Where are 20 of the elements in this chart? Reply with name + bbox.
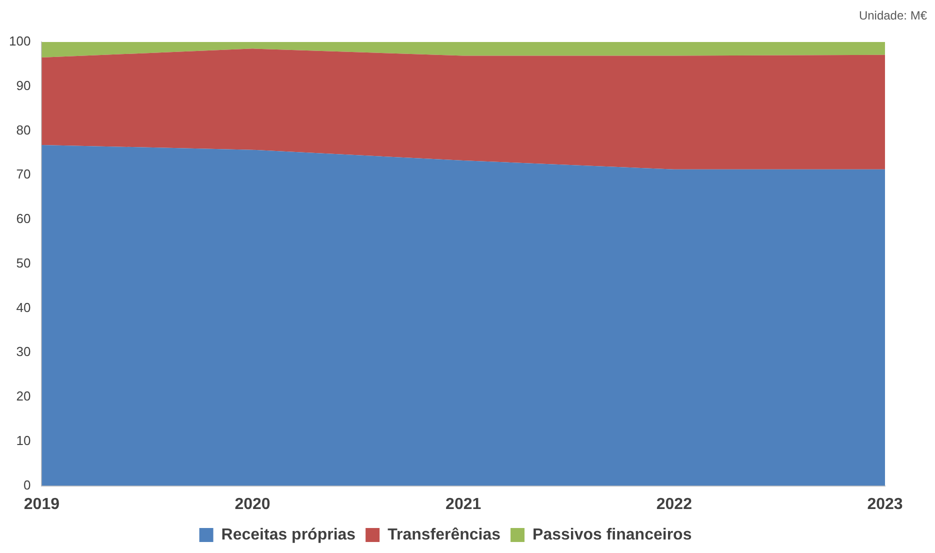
y-tick-label: 30 [16, 344, 31, 360]
y-tick-label: 100 [8, 34, 31, 49]
y-tick-label: 70 [16, 166, 31, 182]
y-tick-label: 10 [16, 433, 31, 448]
y-tick-label: 50 [16, 255, 31, 270]
legend-label: Passivos financeiros [532, 526, 692, 544]
y-tick-label: 80 [16, 122, 31, 138]
x-tick-label: 2019 [24, 496, 60, 513]
y-tick-label: 20 [16, 388, 31, 404]
y-tick-label: 40 [16, 300, 31, 315]
text: Unidade: M€ [858, 8, 928, 22]
y-tick-label: 0 [23, 477, 31, 492]
x-tick-label: 2021 [446, 496, 482, 513]
y-tick-label: 60 [16, 211, 31, 226]
y-tick-label: 90 [16, 78, 31, 93]
x-tick-label: 2020 [234, 496, 270, 513]
x-tick-label: 2023 [867, 496, 903, 513]
legend-label: Transferências [388, 526, 501, 544]
legend-label: Receitas próprias [221, 526, 356, 544]
x-tick-label: 2022 [656, 496, 692, 513]
